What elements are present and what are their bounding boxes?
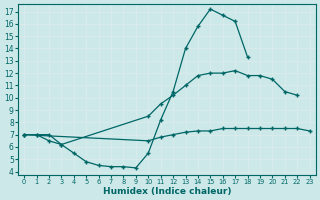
X-axis label: Humidex (Indice chaleur): Humidex (Indice chaleur) [103,187,231,196]
